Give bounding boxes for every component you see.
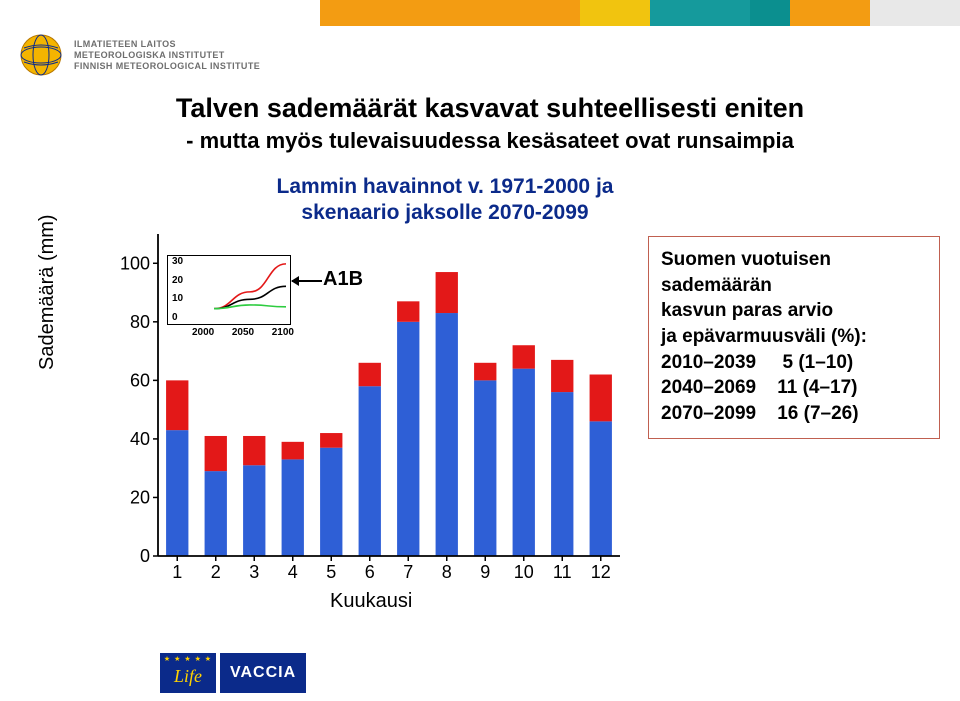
inset-arrow	[292, 280, 322, 282]
svg-text:5: 5	[326, 562, 336, 582]
svg-text:9: 9	[480, 562, 490, 582]
slide-title: Talven sademäärät kasvavat suhteellisest…	[70, 90, 910, 156]
svg-text:100: 100	[120, 253, 150, 273]
svg-text:4: 4	[288, 562, 298, 582]
svg-text:60: 60	[130, 370, 150, 390]
anno-l3: kasvun paras arvio	[661, 298, 927, 324]
inset-line-chart: 0102030 200020502100	[167, 255, 291, 325]
svg-text:20: 20	[130, 487, 150, 507]
footer-logos: ★ ★ ★ ★ ★ Life VACCIA	[160, 653, 306, 693]
svg-text:6: 6	[365, 562, 375, 582]
fmi-line-1: ILMATIETEEN LAITOS	[74, 39, 260, 50]
annotation-row: 2040–2069 11 (4–17)	[661, 375, 927, 401]
fmi-logo: ILMATIETEEN LAITOS METEOROLOGISKA INSTIT…	[18, 32, 260, 78]
anno-l1: Suomen vuotuisen	[661, 247, 927, 273]
x-axis-label: Kuukausi	[330, 590, 412, 613]
svg-text:8: 8	[442, 562, 452, 582]
inset-label: A1B	[323, 268, 363, 291]
svg-text:10: 10	[514, 562, 534, 582]
svg-text:3: 3	[249, 562, 259, 582]
chart-title-l2: skenaario jaksolle 2070-2099	[301, 201, 588, 224]
svg-text:40: 40	[130, 429, 150, 449]
globe-icon	[18, 32, 64, 78]
anno-l4: ja epävarmuusväli (%):	[661, 324, 927, 350]
fmi-line-3: FINNISH METEOROLOGICAL INSTITUTE	[74, 61, 260, 72]
fmi-logo-text: ILMATIETEEN LAITOS METEOROLOGISKA INSTIT…	[74, 39, 260, 72]
svg-text:12: 12	[591, 562, 611, 582]
svg-text:7: 7	[403, 562, 413, 582]
anno-l2: sademäärän	[661, 273, 927, 299]
svg-text:2: 2	[211, 562, 221, 582]
y-axis-label: Sademäärä (mm)	[36, 214, 59, 370]
svg-text:80: 80	[130, 312, 150, 332]
chart-title: Lammin havainnot v. 1971-2000 ja skenaar…	[230, 174, 660, 227]
title-sub: - mutta myös tulevaisuudessa kesäsateet …	[70, 126, 910, 156]
annotation-box: Suomen vuotuisen sademäärän kasvun paras…	[648, 236, 940, 439]
annotation-row: 2070–2099 16 (7–26)	[661, 401, 927, 427]
svg-text:1: 1	[172, 562, 182, 582]
svg-text:0: 0	[140, 546, 150, 566]
vaccia-logo: VACCIA	[220, 653, 306, 693]
life-word: Life	[174, 666, 202, 687]
header-stripes	[320, 0, 960, 26]
title-main: Talven sademäärät kasvavat suhteellisest…	[70, 90, 910, 126]
chart-title-l1: Lammin havainnot v. 1971-2000 ja	[277, 175, 614, 198]
life-logo: ★ ★ ★ ★ ★ Life	[160, 653, 216, 693]
fmi-line-2: METEOROLOGISKA INSTITUTET	[74, 50, 260, 61]
annotation-row: 2010–2039 5 (1–10)	[661, 350, 927, 376]
svg-text:11: 11	[553, 562, 572, 582]
